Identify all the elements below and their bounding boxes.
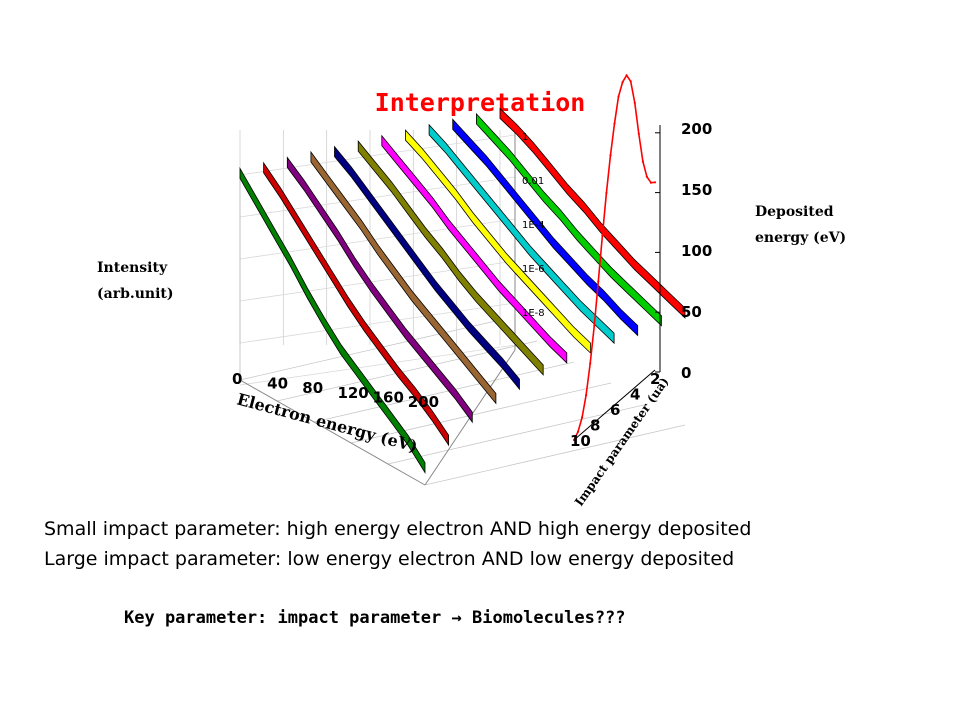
curve-point (597, 280, 600, 283)
grid-line (424, 424, 686, 486)
curve-point (576, 430, 580, 433)
x-tick-labels: 0 40 80 120 160 200 (232, 370, 439, 411)
curve-point (572, 438, 576, 442)
series-ribbon (428, 123, 615, 345)
curve-point (621, 81, 624, 84)
curve-point (637, 132, 640, 135)
deposited-tick-label: 0 (681, 364, 691, 382)
x-tick-label: 160 (373, 388, 404, 406)
series-ribbon (263, 161, 450, 447)
deposited-tick-label: 200 (681, 120, 712, 138)
arrow-icon: → (451, 608, 462, 628)
series-ribbon (286, 156, 473, 424)
y-tick-label: 1E-8 (522, 308, 545, 319)
grid-line (239, 302, 516, 344)
impact-tick-label: 8 (590, 417, 600, 435)
y-axis-label-line2: (arb.unit) (97, 286, 174, 302)
curve-point (629, 80, 632, 83)
key-parameter-prefix: Key parameter: impact parameter (124, 608, 452, 628)
curve-point (605, 191, 608, 195)
text-line-large-impact: Large impact parameter: low energy elect… (44, 548, 735, 570)
impact-tick-label: 4 (630, 386, 640, 404)
key-parameter-line: Key parameter: impact parameter → Biomol… (124, 608, 626, 628)
y-tick-labels: 1 0.01 1E-4 1E-6 1E-8 (522, 132, 545, 319)
y-tick-label: 1E-6 (522, 264, 545, 275)
curve-point (641, 160, 645, 163)
deposited-tick-label: 50 (681, 303, 702, 321)
grid-line (239, 260, 516, 302)
grid-line (239, 344, 516, 386)
y-tick-label: 0.01 (522, 176, 544, 187)
curve-point (649, 181, 653, 184)
curve-point (601, 234, 604, 237)
curve-point (585, 394, 588, 397)
impact-tick-label: 10 (570, 432, 591, 450)
series-ribbon (310, 150, 497, 405)
series-ribbon (499, 107, 686, 319)
deposited-label-line2: energy (eV) (755, 230, 846, 246)
series-ribbon (452, 118, 639, 337)
series-ribbon (334, 145, 520, 391)
curve-point (633, 101, 636, 104)
deposited-tick-label: 150 (681, 181, 712, 199)
curve-point (589, 362, 592, 365)
deposited-tick-labels: 0 50 100 150 200 (681, 120, 712, 382)
x-tick-label: 120 (337, 384, 368, 402)
y-axis-label-line1: Intensity (97, 260, 168, 276)
impact-axis-line (573, 369, 656, 441)
curve-point (617, 95, 620, 98)
grid-line (350, 382, 612, 444)
x-tick-label: 40 (267, 375, 288, 393)
curve-point (653, 181, 657, 184)
y-tick-label: 1E-4 (522, 220, 545, 231)
series-ribbon (381, 134, 568, 364)
curve-point (645, 175, 649, 178)
x-axis-line (239, 379, 426, 486)
y-tick-label: 1 (522, 132, 528, 143)
grid-line (313, 361, 575, 423)
impact-tick-label: 2 (650, 370, 660, 388)
x-tick-label: 80 (302, 379, 323, 397)
curve-point (609, 154, 612, 157)
deposited-energy-curve (573, 73, 656, 441)
grid-line (239, 176, 516, 218)
deposited-energy-wall (572, 73, 661, 442)
text-line-small-impact: Small impact parameter: high energy elec… (44, 518, 752, 540)
deposited-label-line1: Deposited (755, 204, 834, 220)
deposited-tick-label: 100 (681, 242, 712, 260)
impact-tick-label: 6 (610, 401, 620, 419)
x-tick-label: 0 (232, 370, 242, 388)
curve-point (593, 324, 596, 327)
key-parameter-suffix: Biomolecules??? (461, 608, 626, 628)
curve-point (613, 122, 616, 125)
curve-point (625, 74, 628, 77)
series-ribbon (475, 112, 662, 327)
series-ribbon (405, 129, 591, 354)
series-ribbon (357, 139, 544, 376)
intensity-ribbons (239, 107, 686, 475)
x-tick-label: 200 (408, 393, 439, 411)
slide-title: Interpretation (374, 88, 586, 117)
series-ribbon (239, 166, 426, 475)
curve-point (581, 416, 584, 419)
